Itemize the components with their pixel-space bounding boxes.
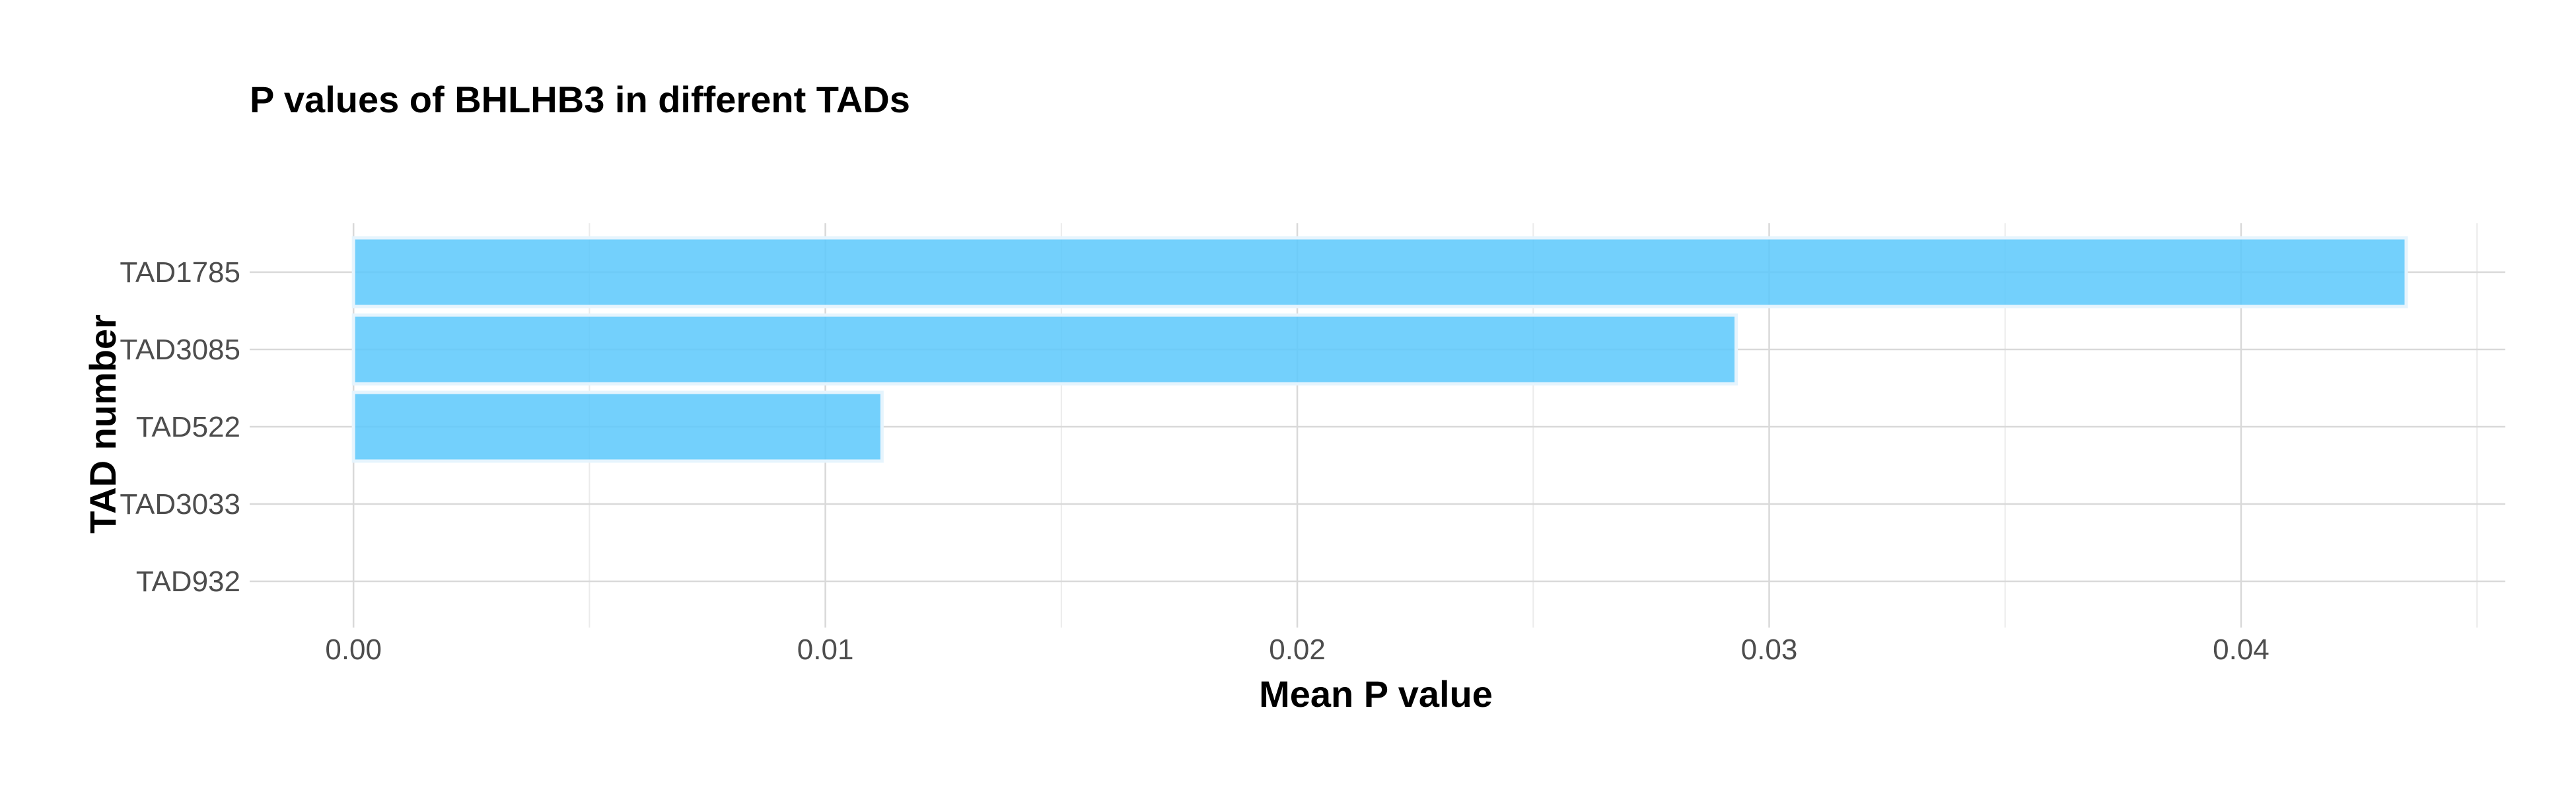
y-tick-labels: TAD1785 TAD3085 TAD522 TAD3033 TAD932 xyxy=(120,256,240,598)
bar-tad522 xyxy=(351,390,884,463)
x-tick-label: 0.01 xyxy=(797,633,854,666)
y-tick-label: TAD3033 xyxy=(120,488,240,521)
x-tick-label: 0.04 xyxy=(2213,633,2270,666)
y-axis-title: TAD number xyxy=(82,314,124,534)
bar-tad3085 xyxy=(351,313,1738,386)
y-tick-label: TAD932 xyxy=(136,565,240,598)
x-tick-label: 0.00 xyxy=(325,633,382,666)
chart-title: P values of BHLHB3 in different TADs xyxy=(250,79,910,120)
bar-tad1785 xyxy=(351,236,2408,308)
x-axis-title: Mean P value xyxy=(1259,673,1493,715)
x-tick-label: 0.03 xyxy=(1741,633,1798,666)
x-tick-label: 0.02 xyxy=(1269,633,1326,666)
y-tick-label: TAD1785 xyxy=(120,256,240,289)
y-tick-label: TAD3085 xyxy=(120,334,240,366)
x-tick-labels: 0.00 0.01 0.02 0.03 0.04 xyxy=(325,633,2269,666)
bars xyxy=(351,236,2408,463)
y-tick-label: TAD522 xyxy=(136,411,240,443)
